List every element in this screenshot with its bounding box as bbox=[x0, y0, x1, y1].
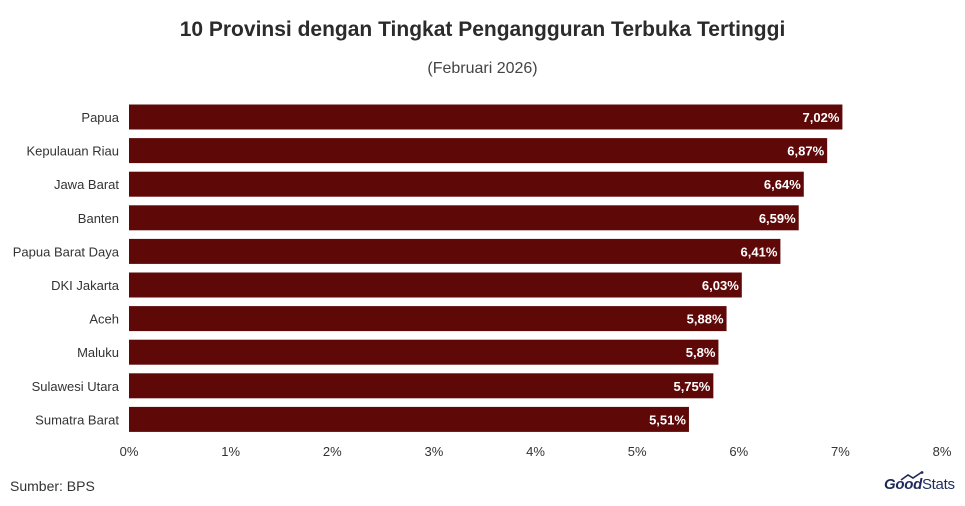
x-tick-label: 1% bbox=[221, 444, 240, 459]
x-tick-label: 5% bbox=[628, 444, 647, 459]
bar-value-label: 6,03% bbox=[702, 278, 739, 293]
x-tick-label: 7% bbox=[831, 444, 850, 459]
category-label: DKI Jakarta bbox=[51, 278, 120, 293]
category-label: Sumatra Barat bbox=[35, 412, 119, 427]
x-tick-label: 2% bbox=[323, 444, 342, 459]
x-tick-label: 6% bbox=[729, 444, 748, 459]
bar-value-label: 6,41% bbox=[741, 244, 778, 259]
bar bbox=[129, 406, 689, 432]
bar bbox=[129, 171, 804, 197]
bar bbox=[129, 272, 742, 298]
category-label: Maluku bbox=[77, 345, 119, 360]
bar bbox=[129, 205, 799, 231]
bar bbox=[129, 339, 719, 365]
bar-value-label: 5,8% bbox=[686, 345, 716, 360]
bars bbox=[129, 104, 843, 432]
bar-value-label: 5,75% bbox=[673, 379, 710, 394]
bar bbox=[129, 138, 828, 164]
bar-value-label: 6,64% bbox=[764, 177, 801, 192]
bar-value-label: 7,02% bbox=[803, 110, 840, 125]
x-axis-ticks: 0% 1% 2% 3% 4% 5% 6% 7% 8% bbox=[120, 444, 952, 459]
source-note: Sumber: BPS bbox=[10, 478, 95, 494]
chart-subtitle: (Februari 2026) bbox=[427, 60, 538, 77]
chart-title: 10 Provinsi dengan Tingkat Pengangguran … bbox=[179, 18, 786, 41]
x-tick-label: 4% bbox=[526, 444, 545, 459]
bar-value-label: 6,87% bbox=[787, 144, 824, 159]
bar bbox=[129, 306, 727, 332]
category-label: Banten bbox=[78, 211, 119, 226]
category-label: Papua Barat Daya bbox=[13, 244, 120, 259]
category-label: Papua bbox=[81, 110, 119, 125]
category-labels: Papua Kepulauan Riau Jawa Barat Banten Papua… bbox=[13, 110, 120, 427]
x-tick-label: 0% bbox=[120, 444, 139, 459]
x-tick-label: 3% bbox=[424, 444, 443, 459]
bar bbox=[129, 238, 781, 264]
bar-value-label: 5,88% bbox=[687, 312, 724, 327]
bar bbox=[129, 373, 714, 399]
x-tick-label: 8% bbox=[933, 444, 952, 459]
category-label: Kepulauan Riau bbox=[26, 144, 119, 159]
category-label: Jawa Barat bbox=[54, 177, 119, 192]
bar-value-labels: 7,02% 6,87% 6,64% 6,59% 6,41% 6,03% 5,88% 5,8% 5… bbox=[649, 110, 840, 427]
logo-trend-icon bbox=[900, 471, 924, 481]
bar bbox=[129, 104, 843, 130]
logo-good-text: Good bbox=[884, 476, 922, 493]
category-label: Aceh bbox=[89, 312, 119, 327]
bar-value-label: 6,59% bbox=[759, 211, 796, 226]
logo-stats-text: Stats bbox=[921, 476, 955, 493]
bar-value-label: 5,51% bbox=[649, 412, 686, 427]
category-label: Sulawesi Utara bbox=[32, 379, 120, 394]
goodstats-logo: GoodStats bbox=[884, 476, 955, 493]
